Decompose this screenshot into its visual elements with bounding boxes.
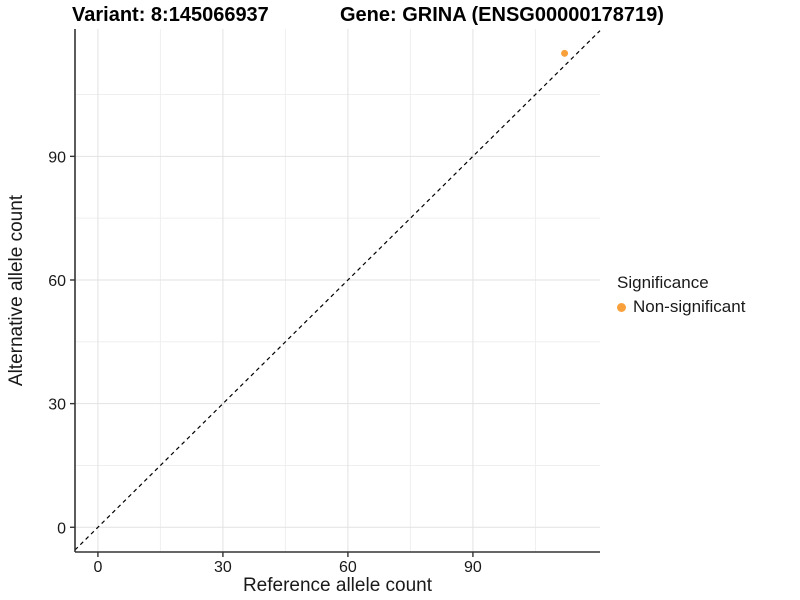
- plot-title-gene: Gene: GRINA (ENSG00000178719): [340, 4, 664, 26]
- x-tick-label: 60: [339, 559, 357, 576]
- x-axis-title: Reference allele count: [242, 575, 433, 596]
- x-tick-label: 0: [93, 559, 102, 576]
- legend-item-label: Non-significant: [633, 297, 746, 316]
- plot-title-variant: Variant: 8:145066937: [72, 4, 269, 26]
- y-axis-title: Alternative allele count: [6, 194, 27, 387]
- legend-point-icon: [617, 302, 626, 312]
- y-tick-label: 30: [48, 397, 66, 414]
- y-tick-label: 90: [48, 149, 66, 166]
- y-tick-label: 60: [48, 273, 66, 290]
- x-tick-label: 30: [214, 559, 232, 576]
- identity-line: [74, 30, 601, 551]
- legend: Significance Non-significant: [617, 272, 745, 317]
- y-tick-label: 0: [57, 520, 66, 537]
- x-tick-label: 90: [464, 559, 482, 576]
- data-point: [561, 49, 569, 57]
- legend-title: Significance: [617, 273, 709, 292]
- legend-item-non-significant: Non-significant: [617, 297, 745, 317]
